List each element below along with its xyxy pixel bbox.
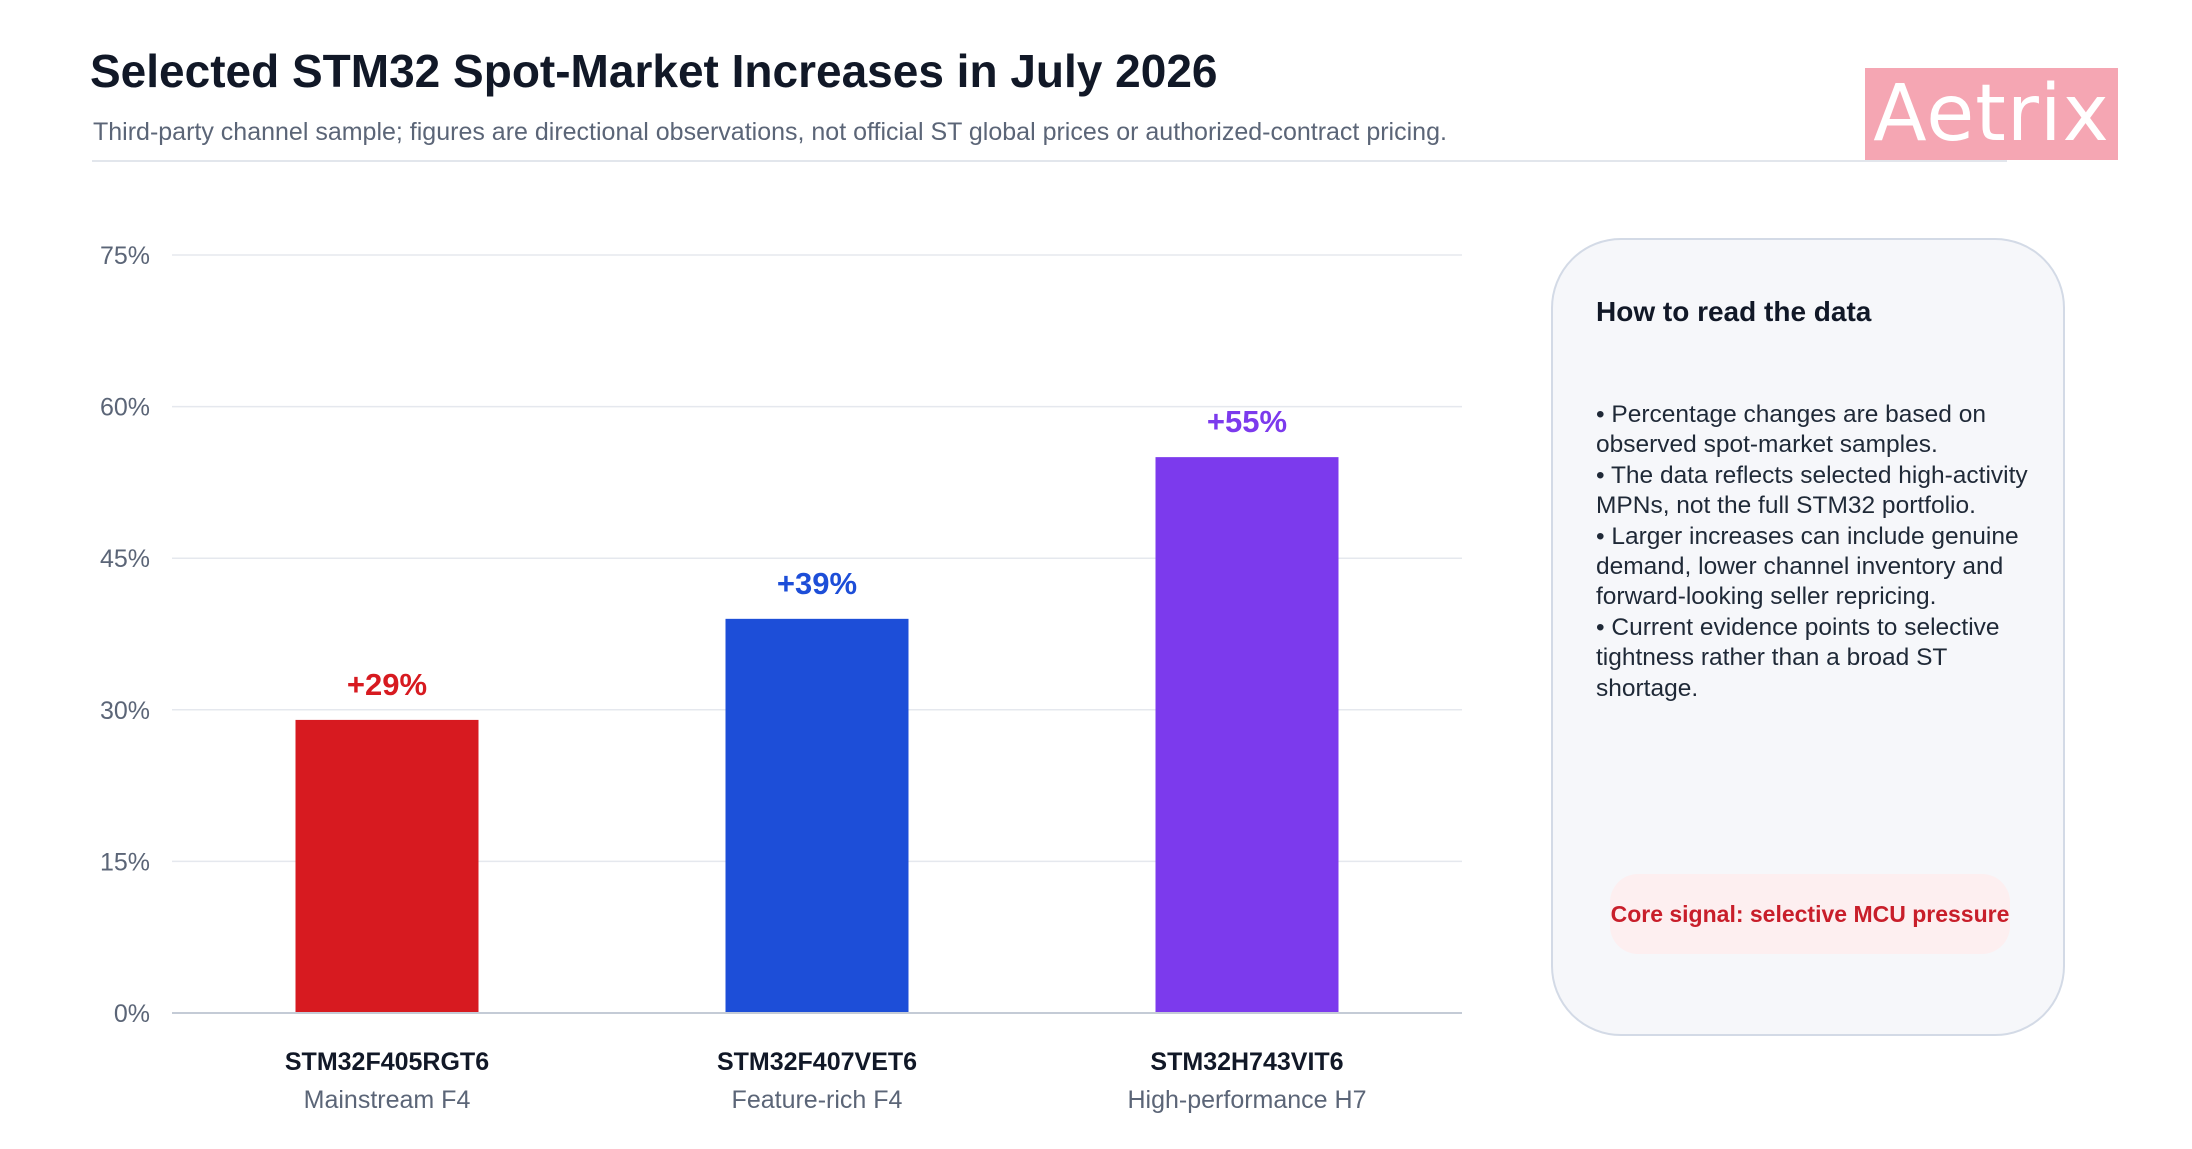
panel-bullet: • The data reflects selected high-activi… bbox=[1596, 461, 2028, 520]
x-tick-sublabel: Feature-rich F4 bbox=[732, 1086, 903, 1114]
brand-logo-text: Aetrix bbox=[1873, 69, 2110, 159]
y-tick-label: 60% bbox=[100, 394, 150, 422]
x-tick-label: STM32H743VIT6 bbox=[1150, 1048, 1343, 1076]
y-tick-label: 75% bbox=[100, 242, 150, 270]
bar-stm32h743vit6 bbox=[1155, 457, 1339, 1014]
data-label: +39% bbox=[777, 566, 857, 601]
bar-stm32f405rgt6 bbox=[295, 719, 479, 1013]
x-tick-sublabel: Mainstream F4 bbox=[304, 1086, 471, 1114]
panel-bullet: • Current evidence points to selective t… bbox=[1596, 613, 2000, 702]
y-tick-label: 45% bbox=[100, 545, 150, 573]
x-tick-sublabel: High-performance H7 bbox=[1128, 1086, 1367, 1114]
y-tick-label: 15% bbox=[100, 848, 150, 876]
core-signal-badge: Core signal: selective MCU pressure bbox=[1610, 874, 2010, 954]
reading-guide-panel: How to read the data • Percentage change… bbox=[1551, 238, 2065, 1036]
panel-title: How to read the data bbox=[1596, 296, 1872, 327]
y-tick-label: 30% bbox=[100, 697, 150, 725]
data-label: +55% bbox=[1207, 404, 1287, 439]
y-tick-label: 0% bbox=[114, 1000, 150, 1028]
brand-logo: Aetrix bbox=[1865, 68, 2118, 160]
bar-stm32f407vet6 bbox=[725, 618, 909, 1013]
panel-bullet: • Percentage changes are based on observ… bbox=[1596, 401, 1986, 459]
header-divider bbox=[92, 160, 2007, 162]
data-label: +29% bbox=[347, 667, 427, 702]
chart-title: Selected STM32 Spot-Market Increases in … bbox=[90, 45, 1218, 97]
panel-bullet: • Larger increases can include genuine d… bbox=[1596, 522, 2019, 611]
panel-bullets: • Percentage changes are based on observ… bbox=[1596, 400, 2036, 704]
x-tick-label: STM32F407VET6 bbox=[717, 1048, 917, 1076]
chart-subtitle: Third-party channel sample; figures are … bbox=[93, 118, 1447, 146]
x-tick-label: STM32F405RGT6 bbox=[285, 1048, 489, 1076]
